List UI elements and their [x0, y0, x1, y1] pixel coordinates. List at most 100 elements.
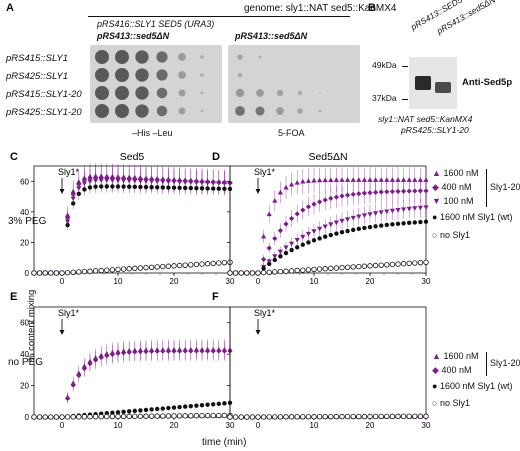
chart-point: [194, 403, 199, 408]
chart-point: [98, 267, 104, 274]
chart-point: [406, 413, 412, 419]
chart-point: [177, 404, 182, 410]
chart-point: [183, 404, 188, 409]
legend-top-bracket: [486, 169, 487, 207]
chart-point: [367, 177, 373, 182]
chart-point: [316, 414, 323, 420]
chart-point: [188, 348, 194, 354]
x-tick-label: 10: [310, 277, 319, 286]
chart-point: [132, 413, 138, 420]
chart-point: [70, 414, 76, 420]
chart-point: [132, 178, 138, 184]
chart-point: [412, 260, 418, 266]
chart-point: [367, 212, 373, 217]
chart-point: [389, 177, 395, 182]
legend-top-group: Sly1-20: [490, 182, 520, 192]
y-tick-label: 60: [20, 319, 29, 328]
chart-point: [216, 401, 221, 406]
strain-label-1: pRS415::SLY1: [6, 53, 68, 64]
chart-point: [417, 177, 423, 182]
yeast-spot: [115, 50, 129, 64]
x-tick-label: 0: [256, 421, 261, 430]
chart-point: [407, 220, 412, 226]
chart-point: [372, 262, 379, 269]
yeast-spot: [156, 105, 168, 117]
chart-point: [204, 412, 211, 419]
plot-title-d: Sed5ΔN: [308, 151, 347, 163]
yeast-spot: [135, 50, 149, 64]
chart-point: [361, 413, 368, 420]
panel-label-c: C: [10, 151, 18, 163]
chart-point: [65, 219, 71, 225]
chart-point: [373, 211, 379, 216]
chart-point: [289, 241, 295, 247]
chart-point: [70, 269, 76, 275]
chart-point: [328, 265, 334, 272]
panel-label-b: B: [368, 2, 376, 14]
chart-point: [412, 206, 418, 211]
panel-label-f: F: [212, 291, 219, 303]
row-label-peg: 3% PEG: [8, 216, 47, 227]
chart-point: [232, 414, 239, 420]
chart-point: [350, 215, 356, 221]
chart-point: [395, 261, 401, 267]
chart-point: [317, 177, 323, 183]
yeast-spot: [256, 89, 264, 97]
chart-point: [126, 266, 132, 272]
chart-point: [283, 245, 289, 251]
yeast-spot: [135, 68, 149, 82]
chart-point: [384, 177, 390, 182]
chart-point: [93, 184, 98, 189]
chart-point: [183, 185, 188, 191]
chart-point: [132, 408, 137, 414]
chart-point: [295, 245, 300, 250]
chart-point: [367, 224, 373, 230]
chart-point: [328, 413, 334, 420]
chart-point: [121, 184, 126, 189]
chart-point: [171, 413, 177, 419]
chart-point: [350, 191, 356, 197]
chart-point: [216, 181, 222, 186]
yeast-spot: [95, 86, 109, 100]
genome-label: genome: sly1::NAT sed5::KanMX4: [244, 3, 397, 14]
chart-point: [188, 262, 194, 268]
chart-point: [115, 413, 121, 420]
chart-point: [417, 413, 424, 419]
chart-point: [294, 414, 300, 420]
chart-point: [322, 266, 328, 272]
chart-point: [155, 406, 160, 412]
chart-point: [311, 201, 317, 207]
legend-bottom-bracket: [486, 352, 487, 376]
chart-point: [323, 234, 328, 239]
chart-point: [199, 412, 205, 419]
y-tick-label: 40: [20, 350, 29, 359]
chart-point: [204, 261, 211, 267]
yeast-spot: [135, 104, 149, 118]
yeast-spot: [156, 87, 168, 99]
chart-point: [155, 185, 160, 190]
chart-point: [395, 188, 401, 194]
plate-his-leu-spots: [95, 50, 204, 118]
chart-point: [344, 413, 351, 420]
chart-point: [249, 270, 256, 276]
y-tick-label: 0: [25, 413, 30, 422]
legend-bottom-group: Sly1-20: [490, 358, 520, 368]
chart-point: [361, 177, 367, 182]
chart-point: [322, 413, 328, 420]
chart-point: [81, 181, 87, 187]
chart-point: [31, 270, 37, 276]
chart-point: [127, 184, 132, 189]
media-right-label: 5-FOA: [278, 128, 305, 138]
chart-point: [31, 414, 37, 420]
chart-point: [216, 260, 222, 266]
chart-point: [390, 222, 395, 227]
chart-point: [87, 414, 93, 420]
plate-his-leu: [90, 45, 222, 123]
chart-point: [406, 188, 412, 194]
chart-point: [401, 177, 407, 182]
chart-point: [367, 190, 373, 196]
plot-frame: [229, 306, 427, 418]
chart-point: [221, 412, 228, 419]
chart-point: [412, 413, 418, 419]
yeast-spot: [95, 68, 109, 82]
